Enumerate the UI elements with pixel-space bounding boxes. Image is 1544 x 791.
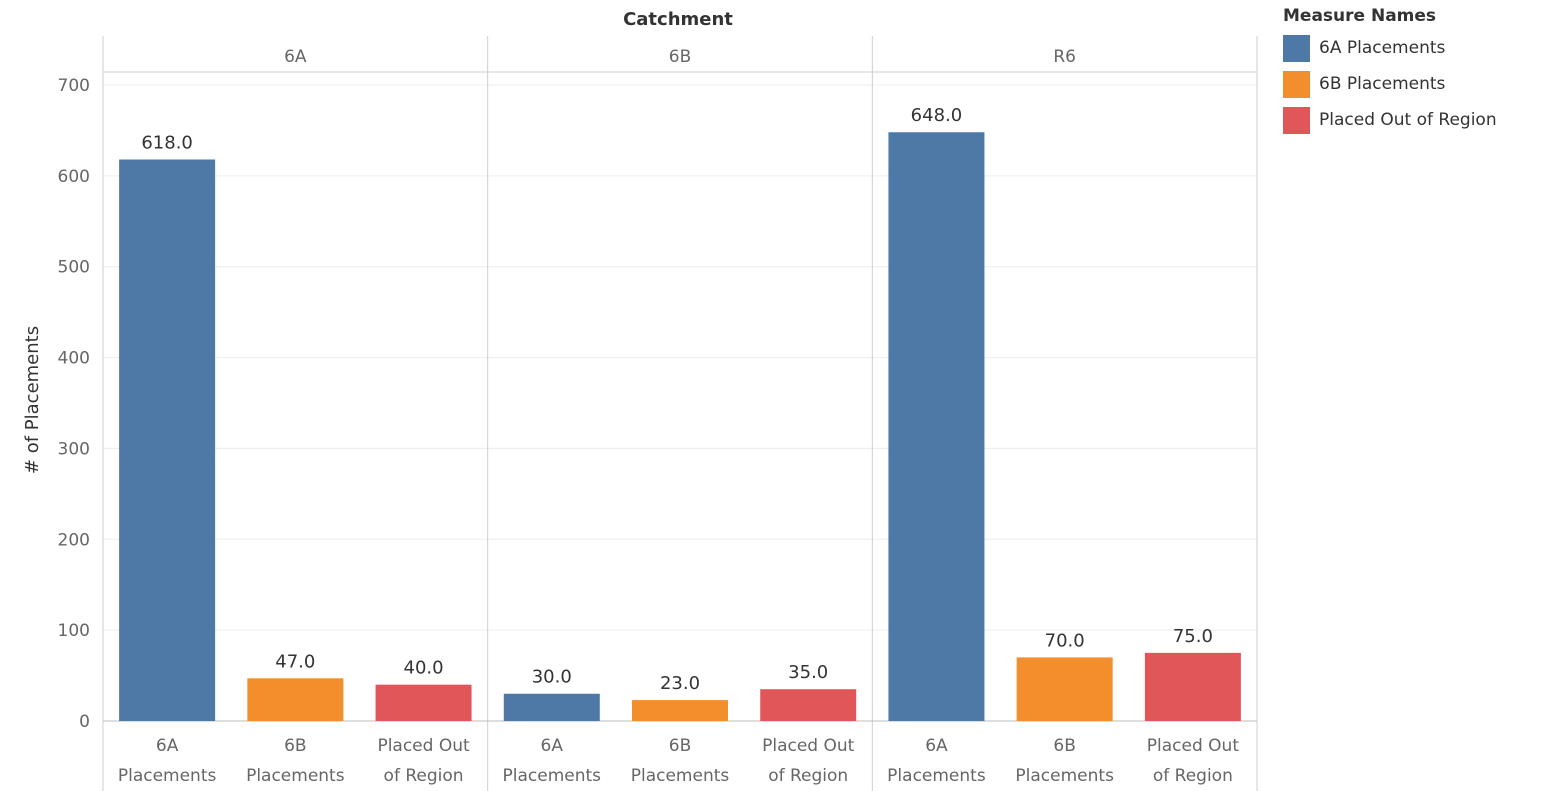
x-tick-label: 6A: [925, 736, 948, 756]
bar: [1144, 652, 1241, 721]
panel-header: 6B: [669, 47, 691, 67]
bar: [1016, 657, 1113, 721]
bar: [247, 678, 344, 721]
bar: [888, 132, 985, 721]
legend-label: Placed Out of Region: [1319, 110, 1497, 130]
x-tick-label: Placements: [631, 766, 730, 786]
x-tick-label: 6A: [156, 736, 179, 756]
y-tick-label: 100: [58, 621, 90, 641]
legend-swatch: [1283, 34, 1310, 62]
x-tick-label: of Region: [768, 766, 848, 786]
y-tick-label: 200: [58, 530, 90, 550]
x-tick-label: Placements: [118, 766, 217, 786]
y-tick-label: 0: [79, 712, 90, 732]
x-tick-label: Placements: [503, 766, 602, 786]
legend-title: Measure Names: [1283, 6, 1437, 26]
legend-item-placed-out-of-region[interactable]: Placed Out of Region: [1283, 102, 1497, 138]
data-label: 648.0: [911, 105, 963, 126]
x-tick-label: 6A: [541, 736, 564, 756]
legend-label: 6B Placements: [1319, 74, 1446, 94]
bar: [503, 693, 600, 721]
data-label: 70.0: [1045, 630, 1085, 651]
data-label: 618.0: [141, 133, 193, 154]
y-tick-label: 400: [58, 349, 90, 369]
x-tick-label: Placed Out: [1147, 736, 1240, 756]
bars: [119, 132, 1241, 721]
x-tick-label: Placements: [1015, 766, 1114, 786]
data-label: 30.0: [532, 667, 572, 688]
bar: [119, 159, 216, 721]
data-label: 47.0: [275, 651, 315, 672]
data-label: 35.0: [788, 662, 828, 683]
legend-item-6b-placements[interactable]: 6B Placements: [1283, 66, 1497, 102]
panel-header: R6: [1053, 47, 1076, 67]
x-tick-label: 6B: [669, 736, 691, 756]
y-tick-label: 600: [58, 167, 90, 187]
legend-item-6a-placements[interactable]: 6A Placements: [1283, 30, 1497, 66]
column-header-title: Catchment: [623, 9, 733, 30]
gridlines: [103, 84, 1257, 631]
panel-header: 6A: [284, 47, 307, 67]
x-tick-label: Placements: [246, 766, 345, 786]
labels: 0 100 200 300 400 500 600 700 6A 618.0 6A Placement…: [58, 47, 1240, 786]
x-tick-label: 6B: [284, 736, 306, 756]
x-tick-label: of Region: [384, 766, 464, 786]
x-tick-label: 6B: [1053, 736, 1075, 756]
y-tick-label: 700: [58, 76, 90, 96]
y-axis-label: # of Placements: [22, 326, 43, 474]
data-label: 23.0: [660, 673, 700, 694]
x-tick-label: of Region: [1153, 766, 1233, 786]
x-tick-label: Placed Out: [762, 736, 855, 756]
y-tick-label: 300: [58, 439, 90, 459]
x-tick-label: Placed Out: [377, 736, 470, 756]
legend: Measure Names 6A Placements 6B Placement…: [1283, 6, 1497, 138]
x-tick-label: Placements: [887, 766, 986, 786]
data-label: 75.0: [1173, 626, 1213, 647]
legend-swatch: [1283, 70, 1310, 98]
y-tick-label: 500: [58, 258, 90, 278]
bar: [760, 689, 857, 721]
legend-swatch: [1283, 106, 1310, 134]
data-label: 40.0: [404, 658, 444, 679]
bar: [375, 684, 472, 721]
bar: [632, 700, 728, 721]
legend-label: 6A Placements: [1319, 38, 1446, 58]
